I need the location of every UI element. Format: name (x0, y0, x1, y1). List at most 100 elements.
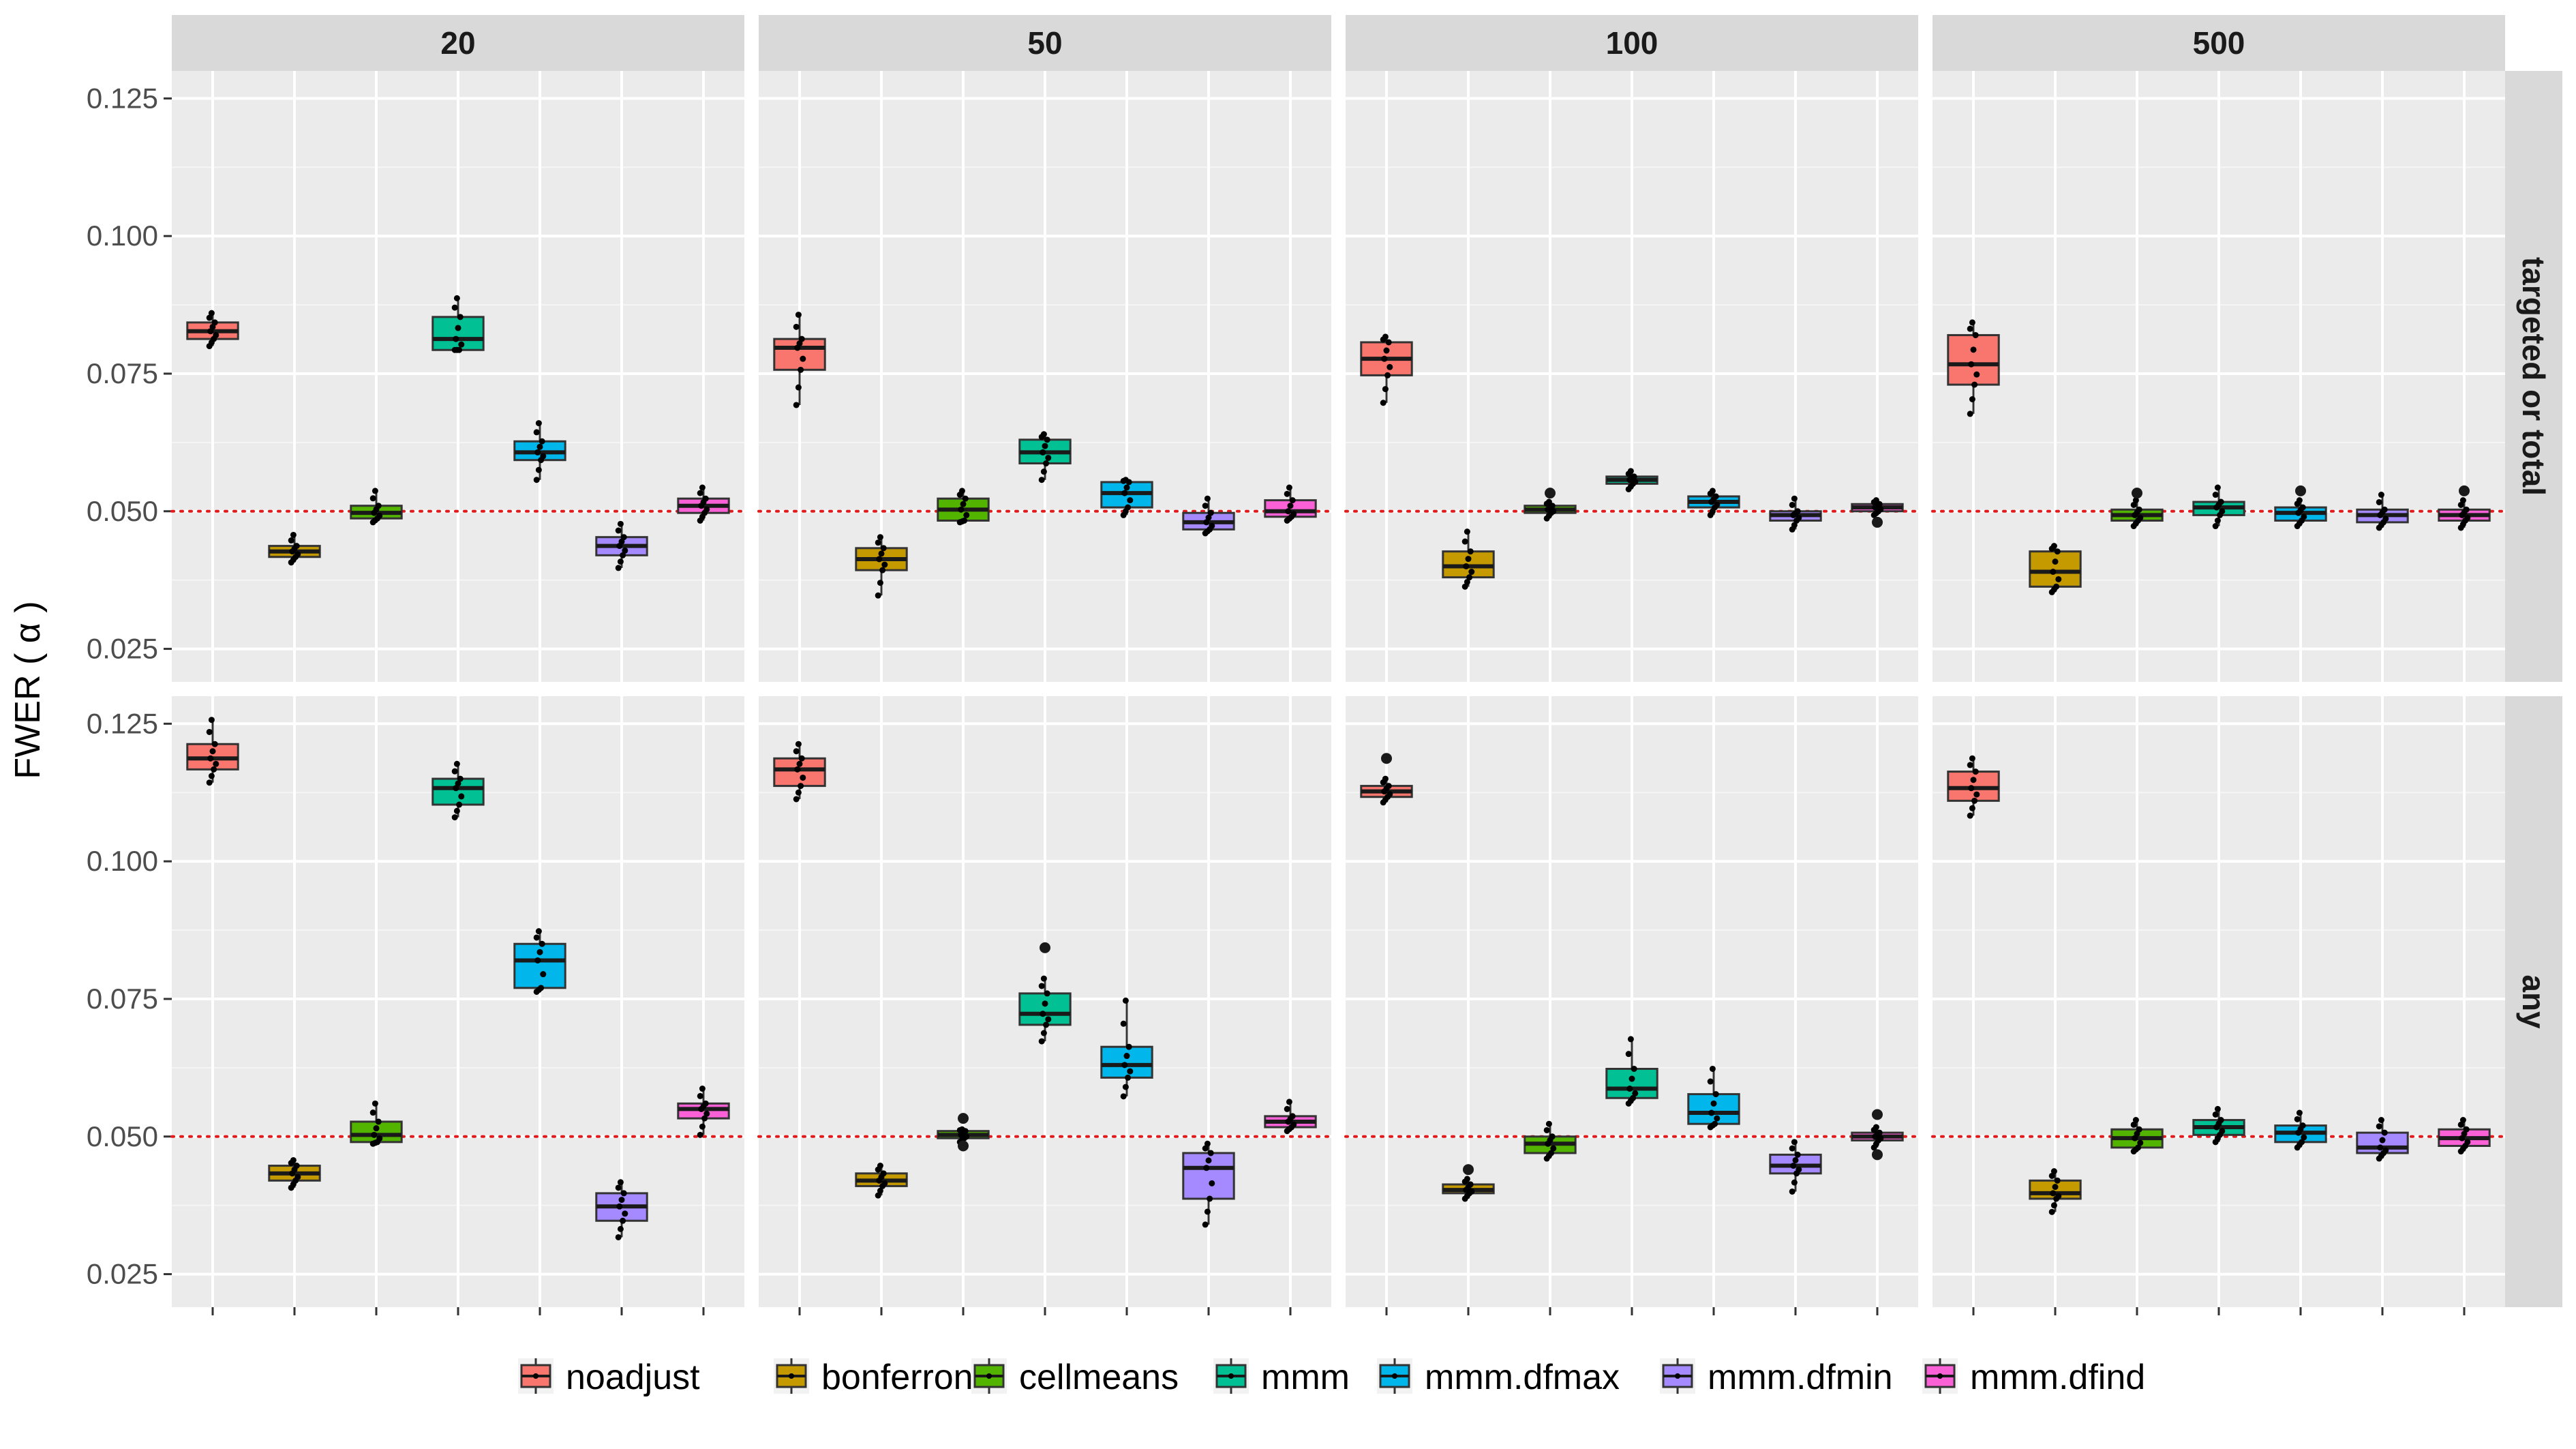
jitter-point (453, 807, 460, 814)
jitter-point (539, 940, 545, 947)
box-mmm.dfmax (513, 928, 566, 995)
jitter-point (798, 755, 805, 762)
y-tick-label: 0.075 (87, 983, 158, 1015)
box-mmm.dfind (1851, 1109, 1904, 1161)
outlier-point (958, 1113, 969, 1124)
jitter-point (1972, 331, 1979, 338)
y-tick-label: 0.050 (87, 1120, 158, 1152)
jitter-point (1285, 508, 1292, 515)
jitter-point (1466, 574, 1473, 581)
jitter-point (879, 567, 886, 573)
jitter-point (206, 314, 213, 321)
jitter-point (2052, 558, 2059, 565)
panel-50-targeted-or-total (757, 71, 1333, 682)
jitter-point (371, 1131, 378, 1138)
y-tick-label: 0.025 (87, 1258, 158, 1290)
jitter-point (1284, 490, 1290, 497)
jitter-point (538, 985, 545, 991)
jitter-point (2130, 501, 2137, 508)
jitter-point (455, 325, 461, 331)
jitter-point (1044, 990, 1050, 997)
jitter-point (1467, 548, 1474, 555)
jitter-point (798, 366, 804, 373)
jitter-point (1205, 514, 1212, 521)
jitter-point (880, 545, 887, 552)
jitter-point (1040, 975, 1047, 982)
jitter-point (1967, 762, 1973, 768)
jitter-point (457, 314, 464, 320)
jitter-point (699, 484, 706, 491)
jitter-point (877, 580, 883, 586)
y-tick-label: 0.125 (87, 82, 158, 114)
y-tick-label: 0.100 (87, 220, 158, 252)
jitter-point (294, 551, 301, 558)
box-noadjust (1947, 755, 2000, 819)
legend-key-point (1937, 1373, 1943, 1379)
jitter-point (1125, 504, 1132, 511)
legend-key-point (789, 1373, 794, 1379)
jitter-point (451, 768, 458, 775)
jitter-point (1795, 514, 1802, 521)
jitter-point (615, 1234, 622, 1240)
legend-key-point (1392, 1373, 1397, 1379)
jitter-point (2136, 1126, 2142, 1133)
jitter-point (2296, 497, 2303, 504)
jitter-point (2299, 1139, 2305, 1146)
jitter-point (1042, 1000, 1048, 1007)
jitter-point (2299, 504, 2306, 511)
jitter-point (2376, 498, 2382, 505)
jitter-point (1381, 355, 1388, 362)
jitter-point (1464, 528, 1470, 535)
jitter-point (1712, 1120, 1718, 1127)
jitter-point (536, 443, 543, 450)
jitter-point (1465, 556, 1472, 563)
jitter-point (798, 783, 804, 790)
box-cellmeans (350, 488, 403, 526)
jitter-point (1040, 431, 1047, 438)
box-cellmeans (937, 1113, 990, 1152)
box-bonferroni (1442, 528, 1495, 590)
box-mmm (1018, 942, 1072, 1045)
strip-label-column-20: 20 (440, 25, 475, 61)
jitter-point (622, 547, 628, 554)
panel-500-any (1931, 696, 2506, 1307)
box-cellmeans (1524, 488, 1577, 522)
legend-item-mmm.dfmax: mmm.dfmax (1377, 1358, 1620, 1397)
panel-100-targeted-or-total (1344, 71, 1920, 682)
strip-column-20 (172, 15, 744, 71)
jitter-point (2217, 498, 2224, 505)
jitter-point (2463, 1126, 2470, 1133)
box-cellmeans (1524, 1120, 1577, 1162)
outlier-point (1463, 1164, 1474, 1176)
legend-item-noadjust: noadjust (518, 1358, 700, 1397)
jitter-point (453, 785, 459, 792)
panel-20-targeted-or-total (170, 71, 746, 682)
legend: noadjust bonferroni cellmeans mmm mmm.dfmax m… (518, 1358, 2145, 1397)
jitter-point (2050, 569, 2057, 576)
jitter-point (535, 420, 542, 427)
box-mmm.dfmin (2356, 492, 2409, 531)
jitter-point (2219, 508, 2226, 515)
jitter-point (458, 793, 465, 800)
jitter-point (877, 1187, 883, 1194)
jitter-point (2378, 492, 2384, 498)
jitter-point (1709, 488, 1716, 494)
jitter-point (1205, 1157, 1212, 1164)
jitter-point (701, 1115, 708, 1122)
jitter-point (697, 1131, 703, 1138)
jitter-point (1385, 783, 1392, 790)
jitter-point (2132, 497, 2139, 504)
jitter-point (540, 971, 547, 978)
jitter-point (208, 773, 215, 779)
box-mmm (431, 760, 485, 821)
jitter-point (1714, 1115, 1721, 1122)
jitter-point (1461, 538, 1468, 545)
jitter-point (1873, 497, 1879, 504)
jitter-point (1040, 1030, 1047, 1036)
jitter-point (1384, 372, 1391, 378)
jitter-point (1972, 768, 1979, 775)
outlier-point (1872, 1109, 1883, 1120)
jitter-point (877, 1163, 883, 1169)
jitter-point (2463, 506, 2470, 513)
box-bonferroni (855, 1163, 908, 1199)
